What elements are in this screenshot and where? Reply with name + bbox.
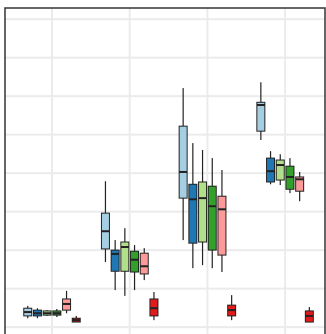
box [295, 176, 305, 192]
box [120, 241, 130, 272]
box [139, 252, 149, 275]
panel-border [4, 7, 326, 334]
box [188, 183, 198, 244]
box [178, 125, 188, 199]
box [110, 249, 120, 272]
box [207, 185, 217, 251]
box [198, 181, 208, 243]
box [275, 159, 285, 181]
box [130, 250, 140, 273]
box [266, 157, 276, 183]
box [217, 195, 227, 256]
box [256, 101, 266, 132]
